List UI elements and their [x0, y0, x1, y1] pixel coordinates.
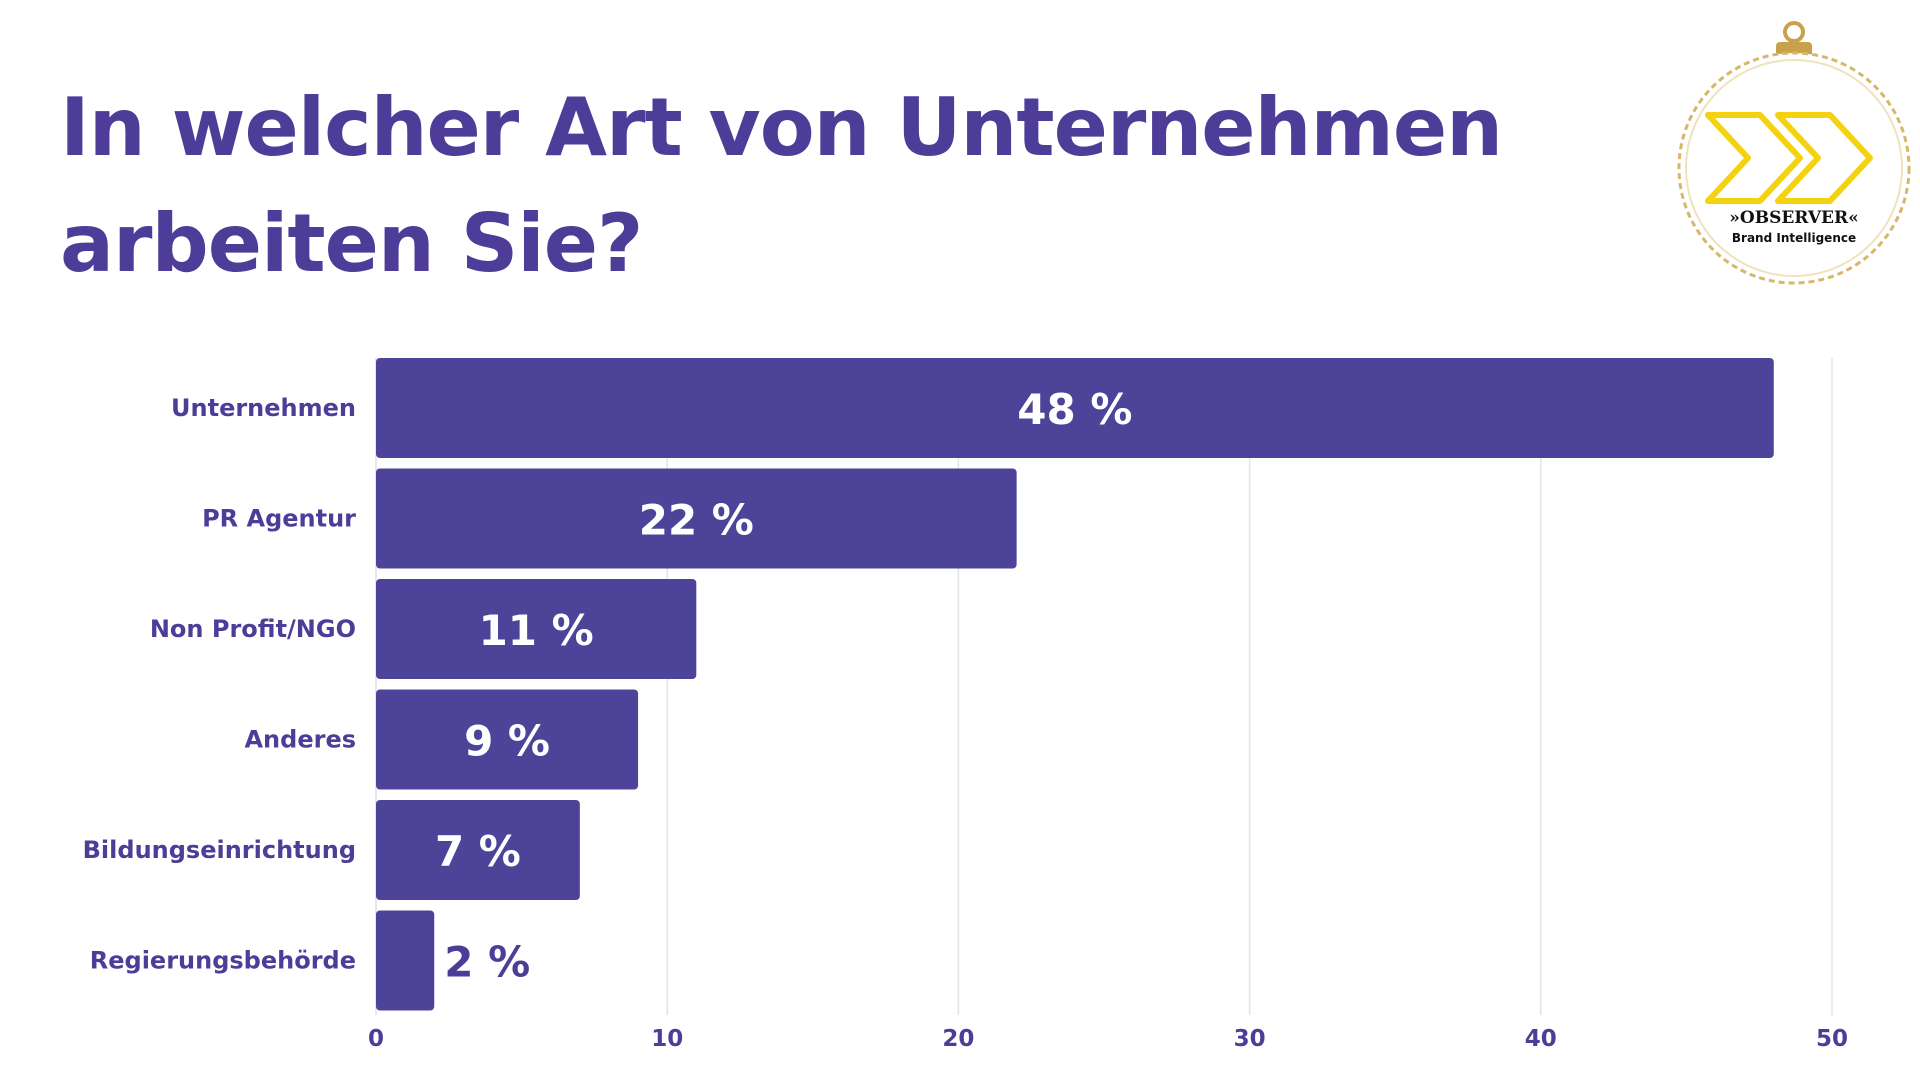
x-tick-label: 10 — [651, 1026, 683, 1052]
category-label: Bildungseinrichtung — [83, 836, 356, 864]
x-tick-label: 0 — [368, 1026, 384, 1052]
double-chevron-ornament-icon — [1677, 21, 1911, 285]
data-label: 2 % — [444, 938, 530, 987]
title-line-2: arbeiten Sie? — [60, 197, 643, 290]
category-label: Non Profit/NGO — [150, 615, 356, 643]
data-label: 9 % — [464, 717, 550, 766]
x-tick-label: 30 — [1234, 1026, 1266, 1052]
x-tick-label: 40 — [1525, 1026, 1557, 1052]
data-label: 7 % — [435, 827, 521, 876]
data-label: 22 % — [639, 496, 754, 545]
title-line-1: In welcher Art von Unternehmen — [60, 81, 1503, 174]
logo-brand-text: »OBSERVER« — [1729, 208, 1858, 228]
bar — [376, 468, 1017, 569]
page-title: In welcher Art von Unternehmen arbeiten … — [60, 70, 1560, 302]
data-label: 48 % — [1017, 385, 1132, 434]
observer-logo: »OBSERVER« Brand Intelligence — [1677, 21, 1911, 285]
bar — [376, 800, 580, 900]
bar — [376, 689, 639, 790]
bar — [376, 910, 435, 1011]
bar — [376, 579, 697, 679]
bar — [376, 358, 1774, 458]
x-tick-label: 20 — [942, 1026, 974, 1052]
data-label: 11 % — [479, 606, 594, 655]
x-tick-label: 50 — [1816, 1026, 1848, 1052]
category-label: PR Agentur — [202, 505, 356, 533]
category-label: Anderes — [244, 726, 356, 754]
category-label: Unternehmen — [171, 394, 356, 422]
category-label: Regierungsbehörde — [90, 947, 356, 975]
logo-tagline-text: Brand Intelligence — [1732, 231, 1856, 245]
